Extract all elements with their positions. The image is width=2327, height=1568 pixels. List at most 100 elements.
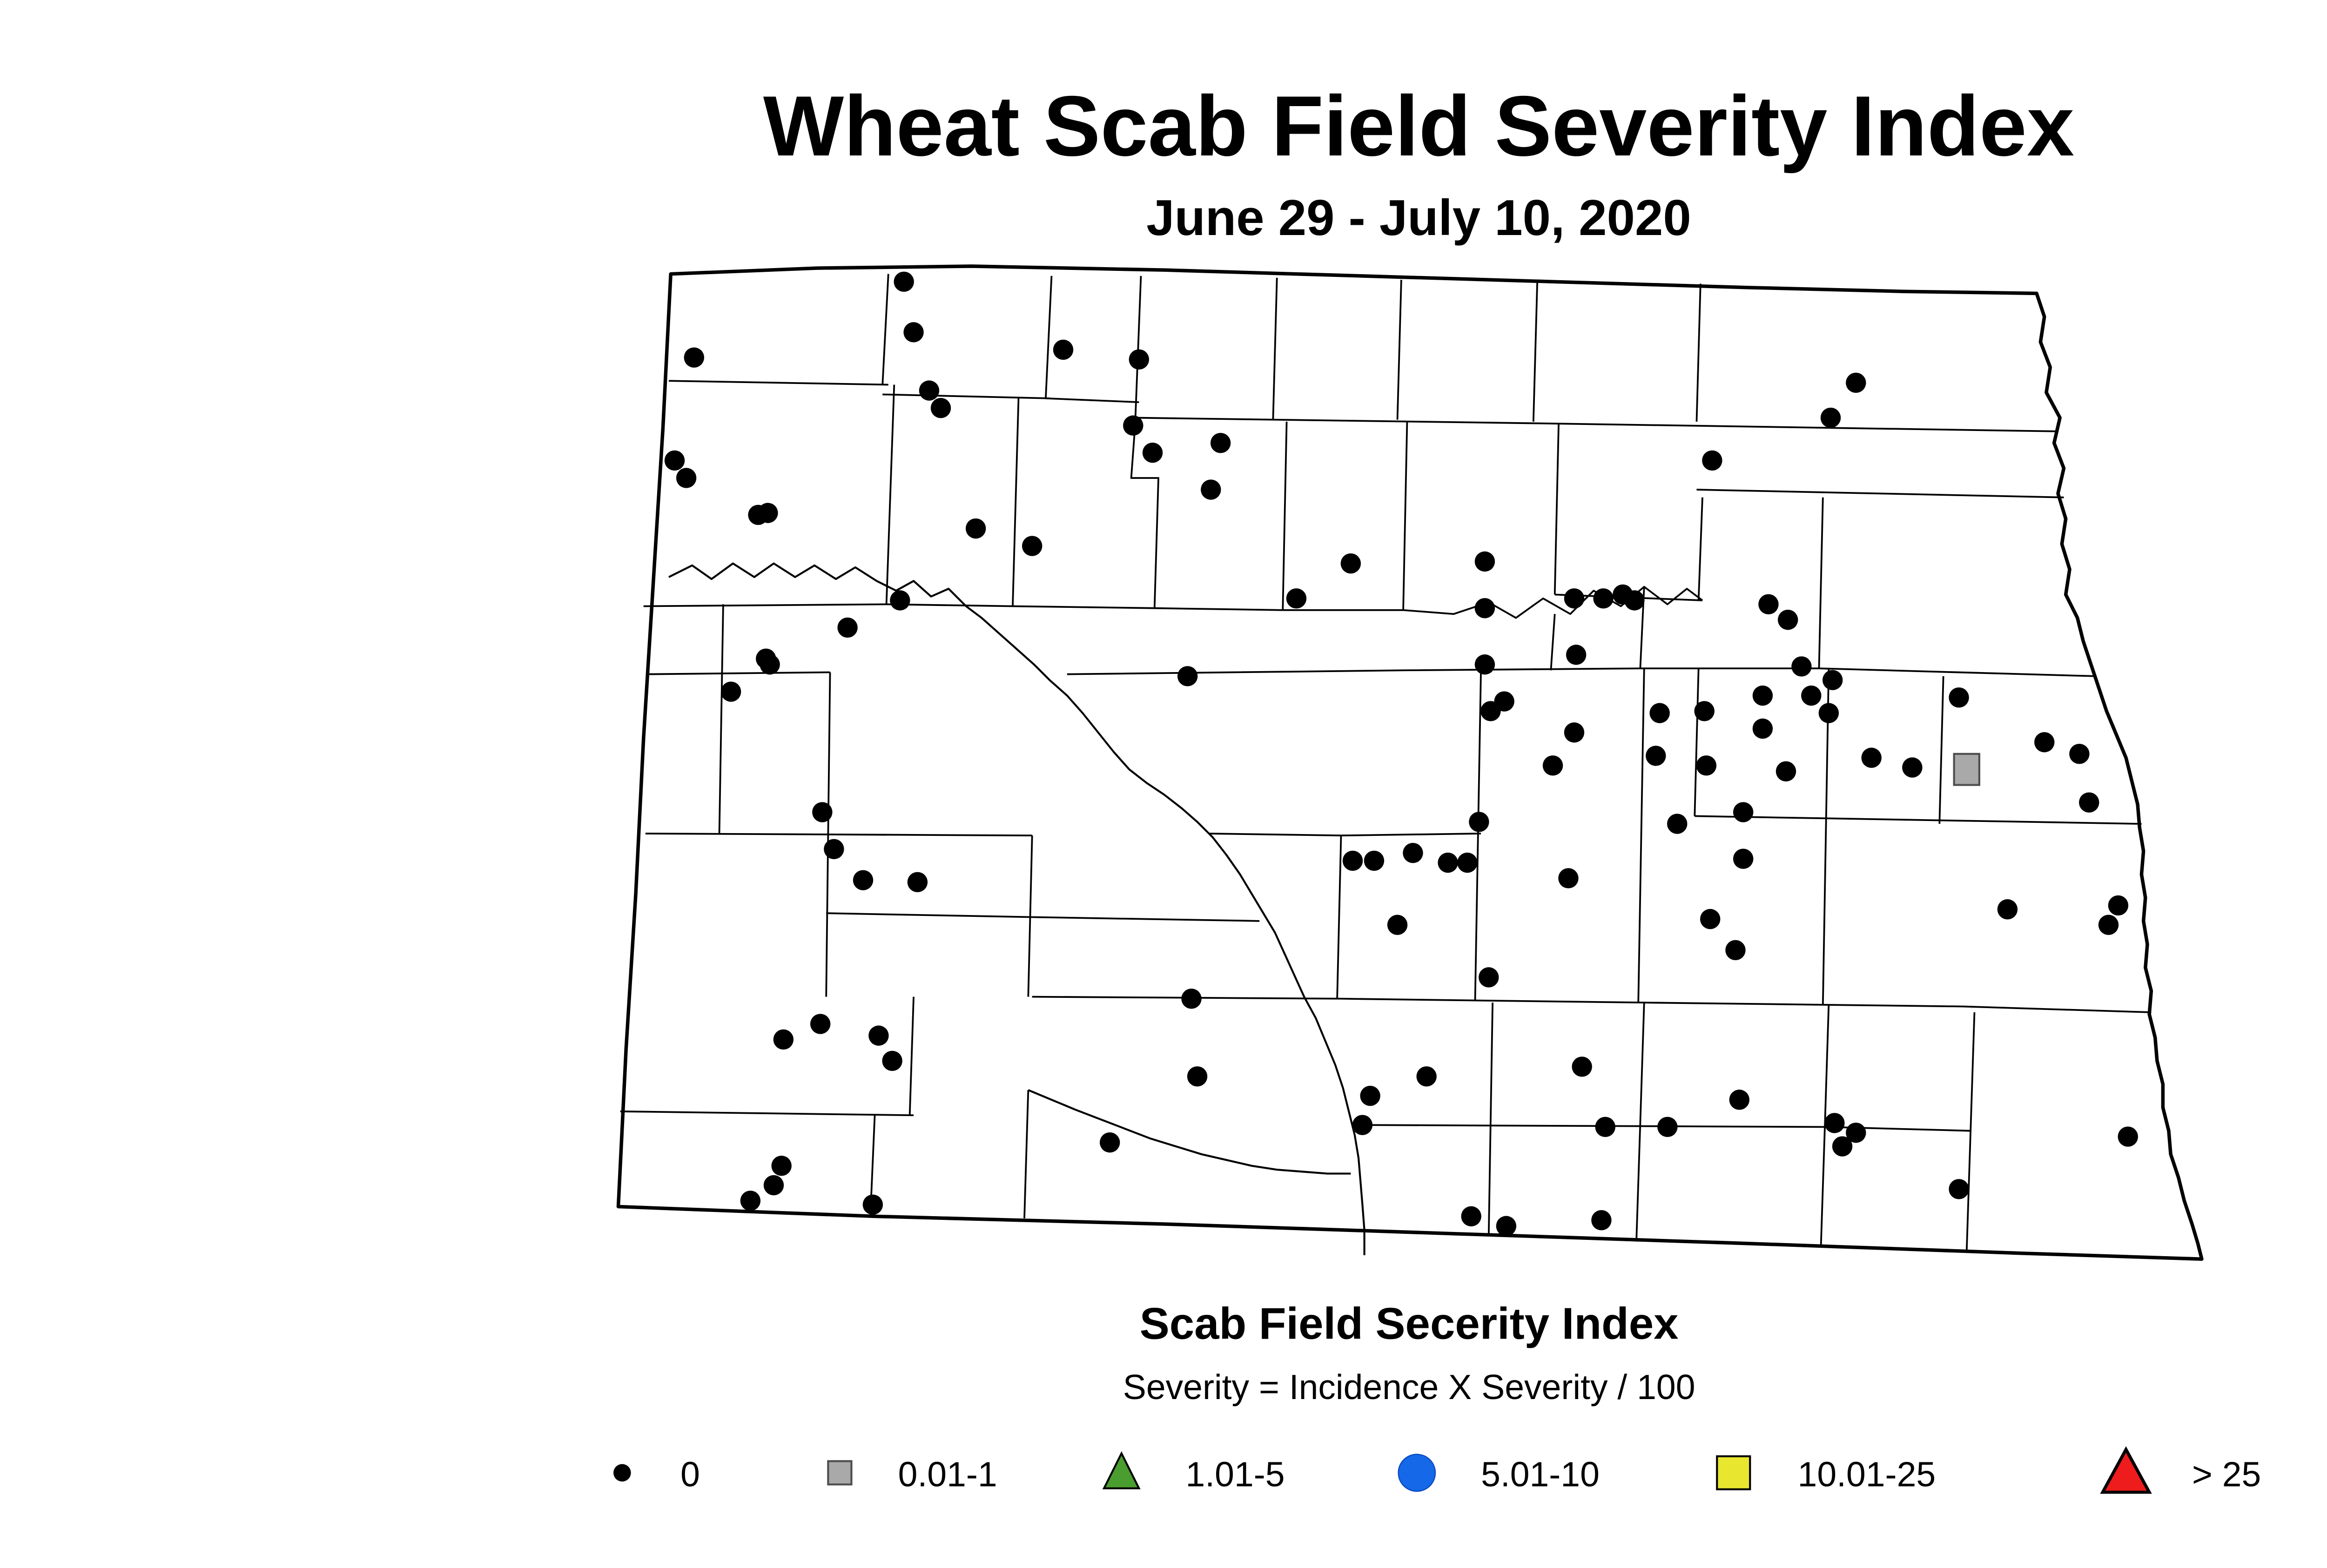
data-point-severity-0	[907, 872, 928, 893]
data-point-severity-0	[1694, 701, 1715, 721]
data-point-severity-0	[1700, 908, 1721, 929]
data-point-severity-0	[1210, 433, 1231, 453]
county-boundary-41	[1965, 1012, 1976, 1252]
data-point-severity-0	[1832, 1136, 1853, 1157]
nd-county-map	[616, 264, 2204, 1261]
data-point-severity-0	[1949, 687, 1969, 708]
county-boundary-42	[645, 833, 1032, 837]
county-boundary-46	[826, 912, 1032, 918]
data-point-severity-0	[1593, 588, 1614, 609]
county-boundary-45	[718, 604, 724, 834]
data-point-severity-0	[1474, 598, 1495, 619]
data-point-severity-0.01-1	[1953, 753, 1980, 786]
data-point-severity-0	[1667, 814, 1688, 834]
data-point-severity-0	[1729, 1090, 1750, 1110]
legend-blue-circle-icon	[1398, 1454, 1436, 1492]
data-point-severity-0	[1479, 967, 1499, 988]
county-boundary-6	[1135, 417, 2056, 432]
data-point-severity-0	[2108, 895, 2129, 916]
county-boundary-50	[647, 671, 830, 675]
data-point-severity-0	[1099, 1132, 1120, 1153]
data-point-severity-0	[1364, 850, 1385, 871]
county-boundary-29	[1209, 833, 1481, 837]
data-point-severity-0	[1403, 842, 1423, 863]
data-point-severity-0	[1564, 722, 1585, 743]
county-boundary-32	[1694, 668, 1700, 816]
data-point-severity-0	[1416, 1066, 1437, 1087]
county-boundary-52	[1023, 1090, 1029, 1218]
data-point-severity-0	[1286, 588, 1307, 609]
state-outline	[616, 264, 2204, 1261]
data-point-severity-0	[1438, 852, 1458, 873]
data-point-severity-0	[812, 802, 833, 822]
data-point-severity-0	[1474, 654, 1495, 675]
legend-label-4: 10.01-25	[1798, 1455, 1936, 1494]
data-point-severity-0	[1801, 685, 1822, 706]
data-point-severity-0	[2118, 1126, 2138, 1147]
county-boundary-38	[1360, 1124, 1827, 1128]
county-boundary-22	[1818, 497, 1824, 669]
data-point-severity-0	[1702, 450, 1722, 471]
data-point-severity-0	[868, 1025, 889, 1046]
data-point-severity-0	[1646, 746, 1666, 766]
data-point-severity-0	[853, 870, 874, 890]
data-point-severity-0	[1457, 852, 1478, 873]
legend-label-0: 0	[680, 1455, 700, 1494]
data-point-severity-0	[1474, 551, 1495, 572]
data-point-severity-0	[1657, 1117, 1678, 1137]
data-point-severity-0	[2079, 792, 2099, 813]
data-point-severity-0	[1591, 1210, 1612, 1231]
data-point-severity-0	[1558, 868, 1579, 888]
county-boundary-30	[1938, 676, 1944, 824]
data-point-severity-0	[1861, 747, 1882, 768]
legend-label-5: > 25	[2192, 1455, 2261, 1494]
data-point-severity-0	[1846, 1123, 1866, 1143]
legend-yellow-square-icon	[1716, 1455, 1751, 1491]
map-caption-title: Scab Field Secerity Index	[1140, 1299, 1679, 1348]
data-point-severity-0	[1777, 610, 1798, 630]
data-point-severity-0	[965, 518, 986, 539]
data-point-severity-0	[882, 1050, 902, 1071]
page-title: Wheat Scab Field Severity Index	[763, 78, 2074, 174]
legend-label-2: 1.01-5	[1186, 1455, 1285, 1494]
data-point-severity-0	[2098, 915, 2119, 935]
data-point-severity-0	[1776, 761, 1796, 782]
data-point-severity-0	[1564, 588, 1585, 609]
county-boundary-51	[1032, 916, 1260, 922]
county-boundary-33	[1550, 614, 1556, 671]
county-boundary-17	[1696, 489, 2064, 498]
county-boundary-47	[1027, 835, 1033, 997]
county-boundary-7	[1272, 277, 1278, 420]
county-boundary-36	[1639, 1003, 1645, 1124]
data-point-severity-0	[1725, 940, 1746, 961]
legend-item-0: 0	[613, 1455, 700, 1494]
data-point-severity-0	[1360, 1085, 1380, 1106]
data-point-severity-0	[1824, 1113, 1845, 1133]
county-boundary-27	[1637, 668, 1645, 1003]
legend-item-5: > 25	[2100, 1446, 2261, 1494]
legend-black-dot-icon	[613, 1464, 631, 1482]
data-point-severity-0	[1480, 701, 1501, 721]
county-boundary-8	[1396, 280, 1402, 420]
county-boundary-26	[1474, 670, 1482, 1001]
data-point-severity-0	[720, 681, 741, 702]
county-boundary-37	[1635, 1123, 1641, 1242]
county-boundary-0	[669, 380, 888, 386]
data-point-severity-0	[1496, 1216, 1517, 1236]
data-point-severity-0	[771, 1156, 792, 1176]
data-point-severity-0	[1902, 757, 1923, 778]
data-point-severity-0	[1053, 339, 1074, 360]
county-boundary-11	[885, 384, 895, 605]
data-point-severity-0	[1791, 656, 1812, 677]
legend-item-4: 10.01-25	[1716, 1455, 1936, 1494]
data-point-severity-0	[760, 654, 780, 675]
data-point-severity-0	[2034, 732, 2055, 753]
data-point-severity-0	[862, 1194, 883, 1215]
data-point-severity-0	[1566, 645, 1587, 665]
county-boundary-14	[1282, 421, 1288, 610]
legend-label-3: 5.01-10	[1481, 1455, 1600, 1494]
data-point-severity-0	[1352, 1115, 1373, 1135]
data-point-severity-0	[1142, 443, 1163, 463]
data-point-severity-0	[1820, 407, 1841, 428]
